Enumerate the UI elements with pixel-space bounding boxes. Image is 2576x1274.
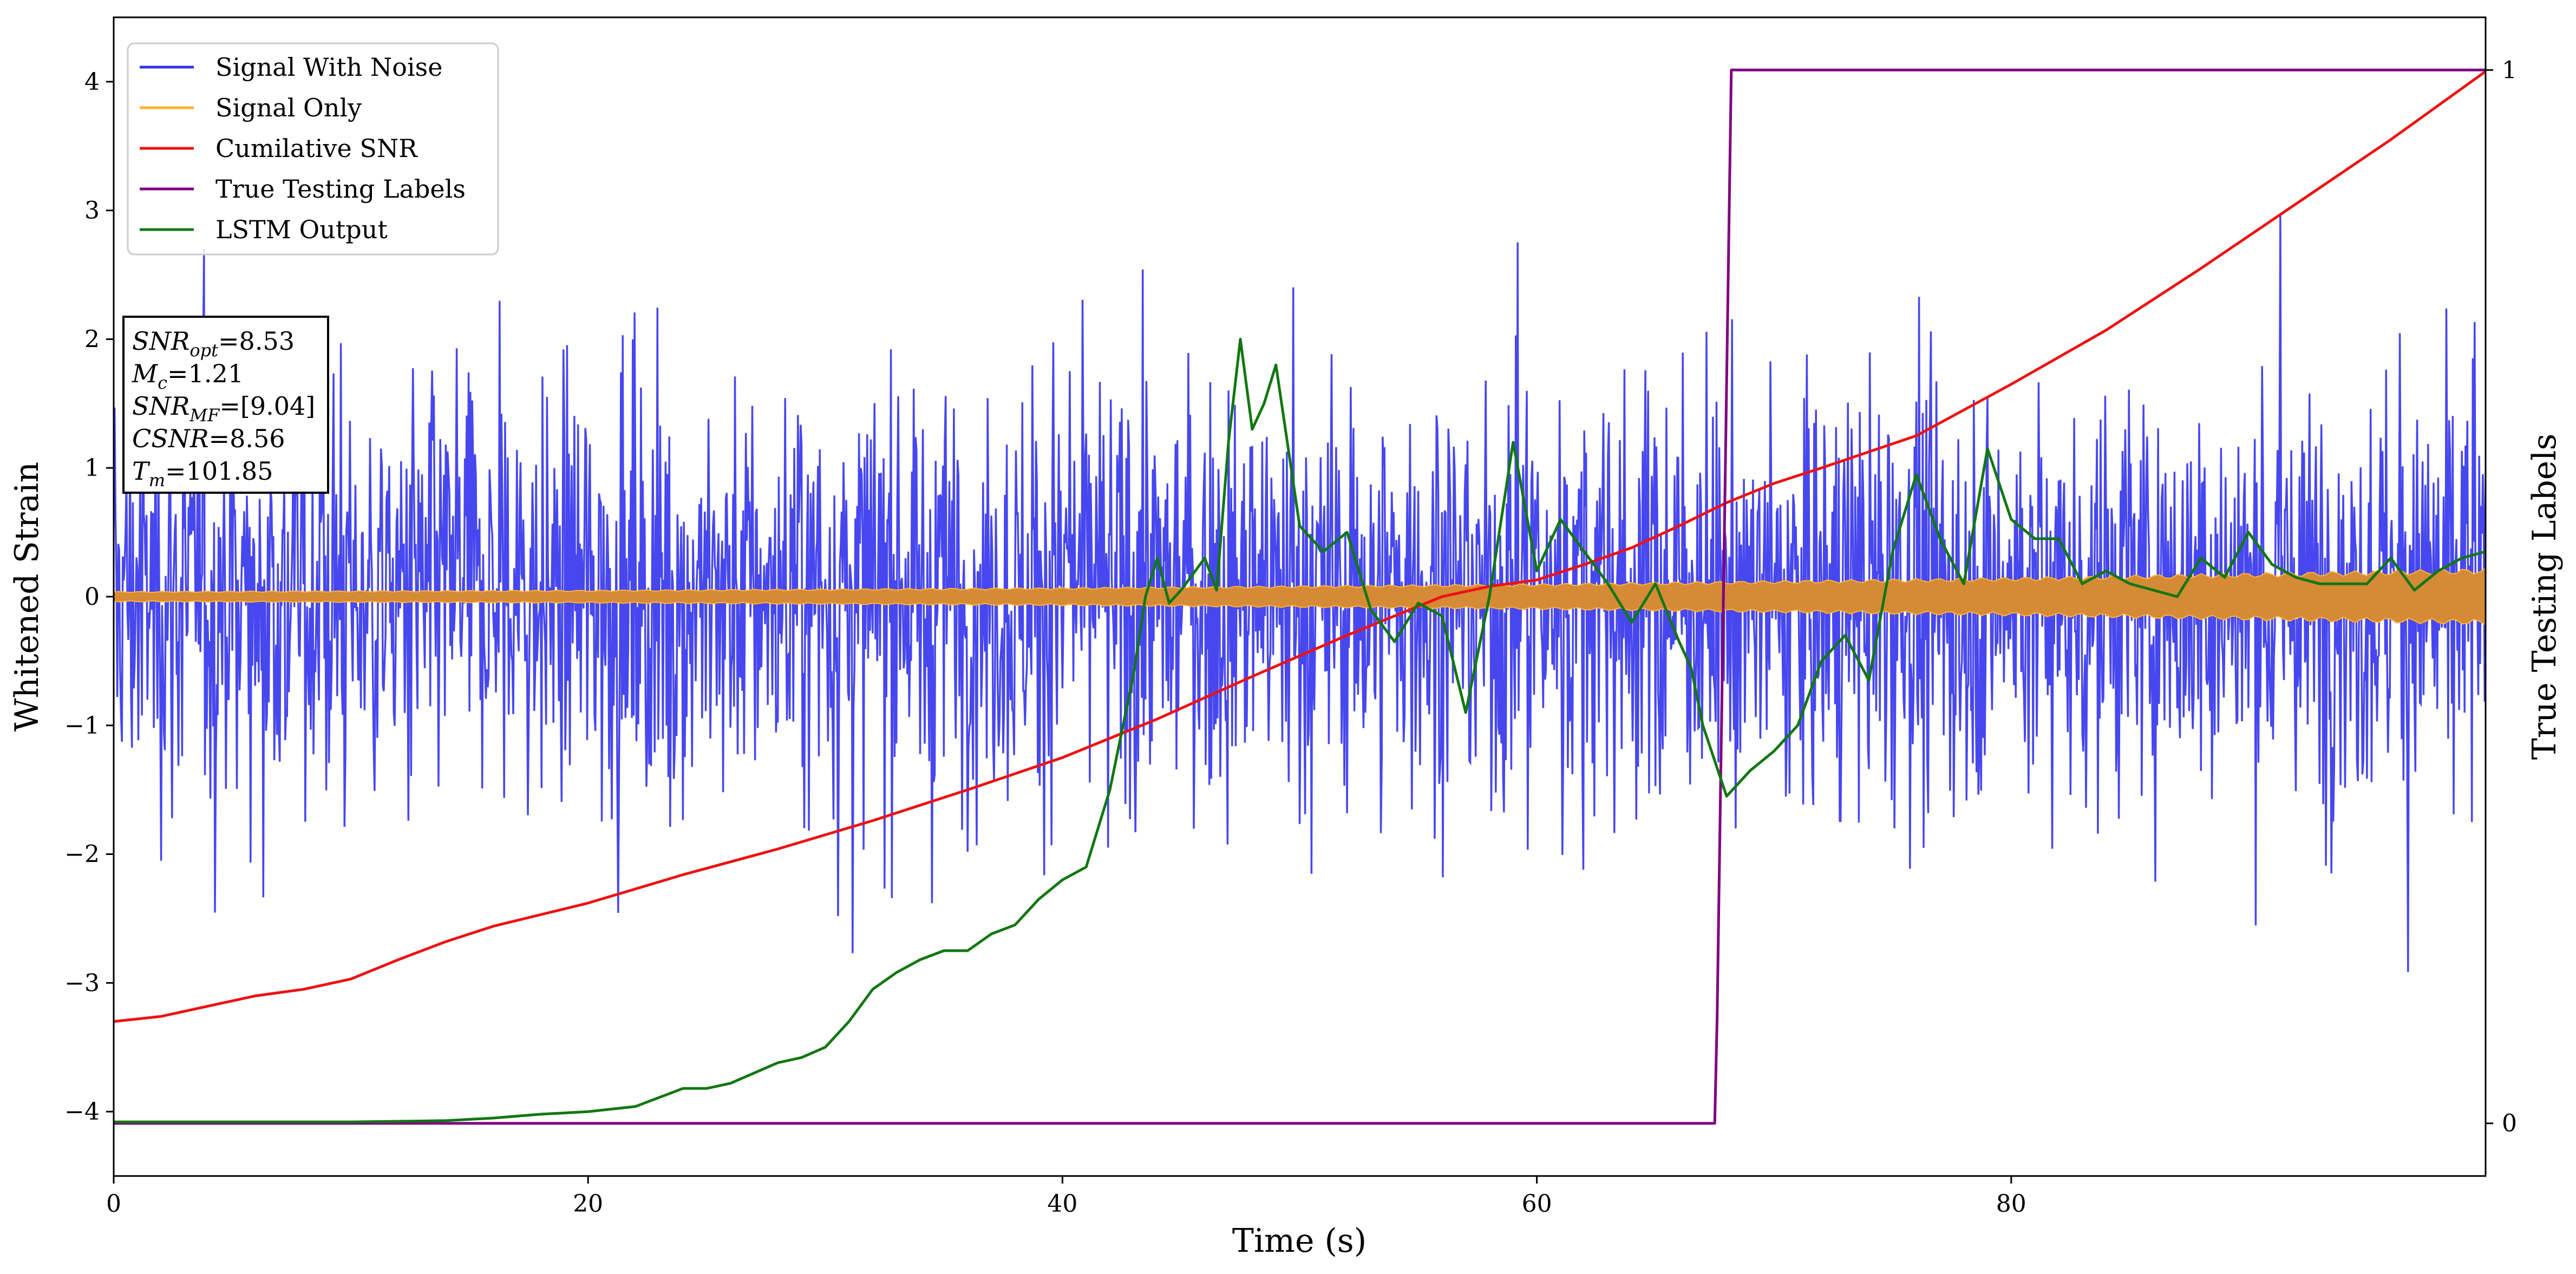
legend-label: Signal With Noise (215, 53, 442, 82)
y-tick-label: 0 (84, 583, 100, 611)
y-tick-label: −1 (64, 712, 100, 740)
y2-tick-label: 0 (2502, 1110, 2517, 1138)
annotation-line: SNRMF=[9.04] (132, 391, 315, 426)
x-tick-label: 60 (1522, 1190, 1552, 1218)
series-signal-only (114, 567, 2486, 626)
annotation-line: Mc=1.21 (132, 359, 244, 393)
annotation-line: CSNR=8.56 (132, 424, 285, 453)
series-lstm-output (114, 337, 2486, 1123)
x-axis-title: Time (s) (1232, 1222, 1367, 1260)
annotation-frame (122, 316, 329, 494)
annotation-line: Tm=101.85 (132, 456, 273, 491)
x-tick-label: 80 (1996, 1190, 2026, 1218)
y-tick-label: −3 (64, 969, 100, 997)
x-axis: 0 20 40 60 80 (106, 1176, 2026, 1218)
y2-axis: 01 (2486, 56, 2517, 1138)
y-tick-label: 1 (84, 454, 100, 482)
y-tick-label: 4 (84, 68, 100, 96)
legend-label: True Testing Labels (215, 174, 466, 204)
y-tick-label: −4 (64, 1098, 100, 1126)
series-cumulative-snr (114, 70, 2486, 1023)
legend-label: Cumilative SNR (215, 134, 418, 163)
y-tick-label: 3 (84, 197, 100, 225)
series-signal-with-noise (114, 213, 2486, 972)
y2-axis-title: True Testing Labels (2526, 434, 2564, 760)
y-tick-label: −2 (64, 841, 100, 868)
y-tick-label: 2 (84, 325, 100, 353)
y2-tick-label: 1 (2502, 56, 2517, 84)
annotation-line: SNRopt=8.53 (132, 326, 295, 361)
x-tick-label: 40 (1047, 1190, 1077, 1218)
y-axis: −4 −3 −2 −1 0 1 2 3 4 (64, 68, 114, 1126)
legend: Signal With Noise Signal Only Cumilative S… (127, 42, 499, 256)
plot-series (114, 68, 2486, 1125)
y-axis-title: Whitened Strain (8, 462, 46, 731)
series-true-testing-labels (114, 68, 2486, 1125)
x-tick-label: 0 (106, 1190, 121, 1218)
legend-label: Signal Only (215, 93, 362, 122)
x-tick-label: 20 (573, 1190, 603, 1218)
legend-label: LSTM Output (215, 215, 388, 244)
legend-box (127, 42, 499, 256)
